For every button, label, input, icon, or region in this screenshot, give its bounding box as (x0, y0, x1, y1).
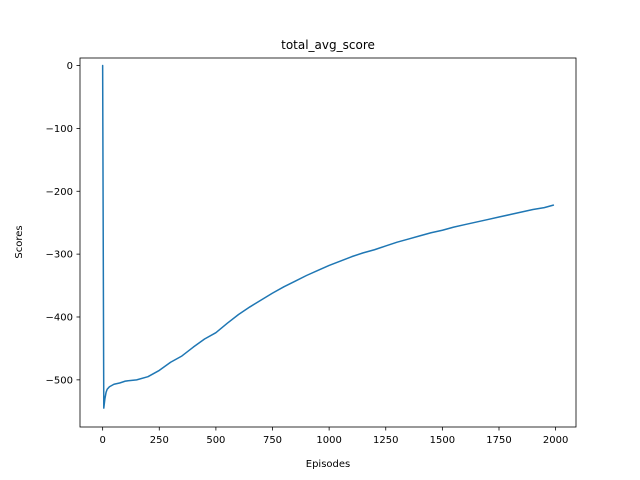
x-tick-label: 750 (263, 435, 282, 446)
x-tick-label: 0 (99, 435, 105, 446)
x-tick-label: 1750 (486, 435, 511, 446)
x-axis-label: Episodes (306, 459, 350, 470)
plot-area (101, 64, 555, 409)
x-tick-label: 250 (150, 435, 169, 446)
y-axis-ticks: 0 −100 −200 −300 −400 −500 (46, 61, 80, 386)
x-tick-label: 1000 (316, 435, 341, 446)
y-axis-label: Scores (14, 225, 25, 258)
series-line (101, 64, 555, 409)
x-tick-label: 1500 (430, 435, 455, 446)
x-tick-label: 2000 (543, 435, 568, 446)
x-tick-label: 500 (206, 435, 225, 446)
y-tick-label: −100 (46, 124, 73, 135)
y-tick-label: −200 (46, 187, 73, 198)
y-tick-label: −400 (46, 312, 73, 323)
y-tick-label: 0 (67, 61, 73, 72)
x-tick-label: 1250 (373, 435, 398, 446)
x-axis-ticks: 0 250 500 750 1000 1250 1500 1750 2000 (99, 427, 568, 446)
y-tick-label: −300 (46, 250, 73, 261)
axes-frame (79, 57, 577, 428)
chart-title: total_avg_score (281, 38, 375, 52)
y-tick-label: −500 (46, 375, 73, 386)
